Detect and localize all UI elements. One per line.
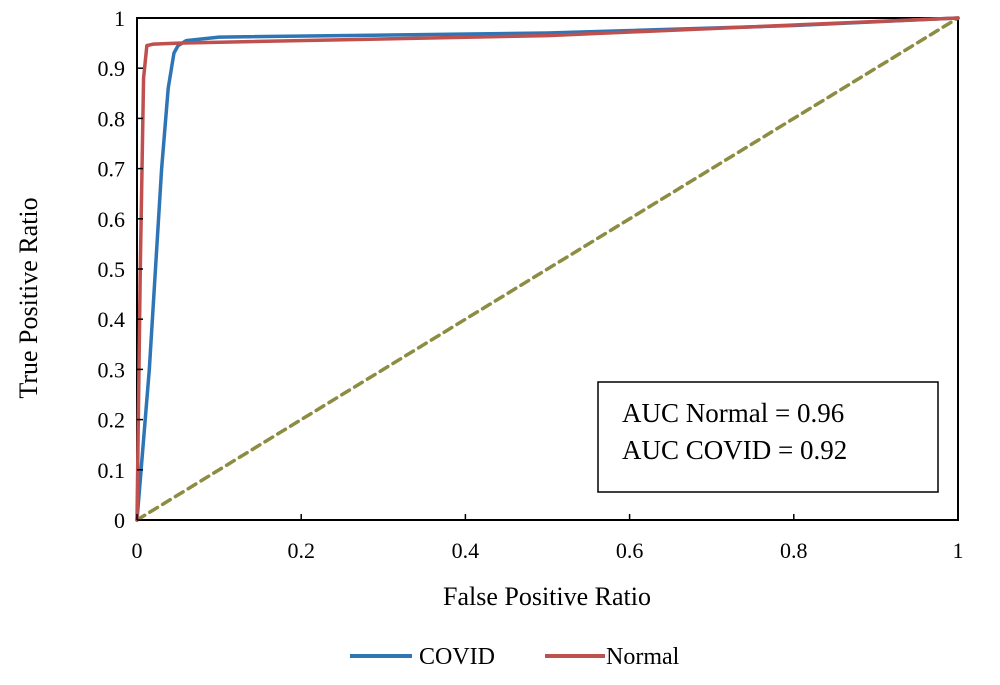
auc-annotation-box: AUC Normal = 0.96 AUC COVID = 0.92 <box>597 381 939 493</box>
y-tick-label: 0.1 <box>98 458 126 483</box>
legend-label-normal: Normal <box>606 644 680 670</box>
y-tick-label: 0.2 <box>98 408 126 433</box>
x-tick-label: 0.8 <box>780 538 808 563</box>
y-tick-label: 0.5 <box>98 257 126 282</box>
legend: COVID Normal <box>350 644 680 670</box>
y-tick-label: 0 <box>114 508 125 533</box>
chance-diagonal-line <box>135 16 960 522</box>
auc-normal-label: AUC Normal = 0.96 <box>622 398 844 428</box>
y-tick-label: 1 <box>114 6 125 31</box>
x-axis-title: False Positive Ratio <box>443 582 651 611</box>
legend-label-covid: COVID <box>419 644 495 670</box>
x-tick-label: 0 <box>132 538 143 563</box>
y-axis-title: True Positive Ratio <box>14 197 43 398</box>
auc-covid-label: AUC COVID = 0.92 <box>622 435 847 465</box>
x-tick-label: 0.2 <box>287 538 315 563</box>
y-tick-label: 0.3 <box>98 357 126 382</box>
y-tick-label: 0.9 <box>98 56 126 81</box>
y-tick-label: 0.7 <box>98 157 126 182</box>
normal-series-line <box>135 16 960 522</box>
x-tick-label: 0.6 <box>616 538 644 563</box>
x-tick-label: 1 <box>953 538 964 563</box>
y-tick-label: 0.4 <box>98 307 126 332</box>
x-tick-label: 0.4 <box>452 538 480 563</box>
y-tick-label: 0.8 <box>98 106 126 131</box>
y-tick-label: 0.6 <box>98 207 126 232</box>
